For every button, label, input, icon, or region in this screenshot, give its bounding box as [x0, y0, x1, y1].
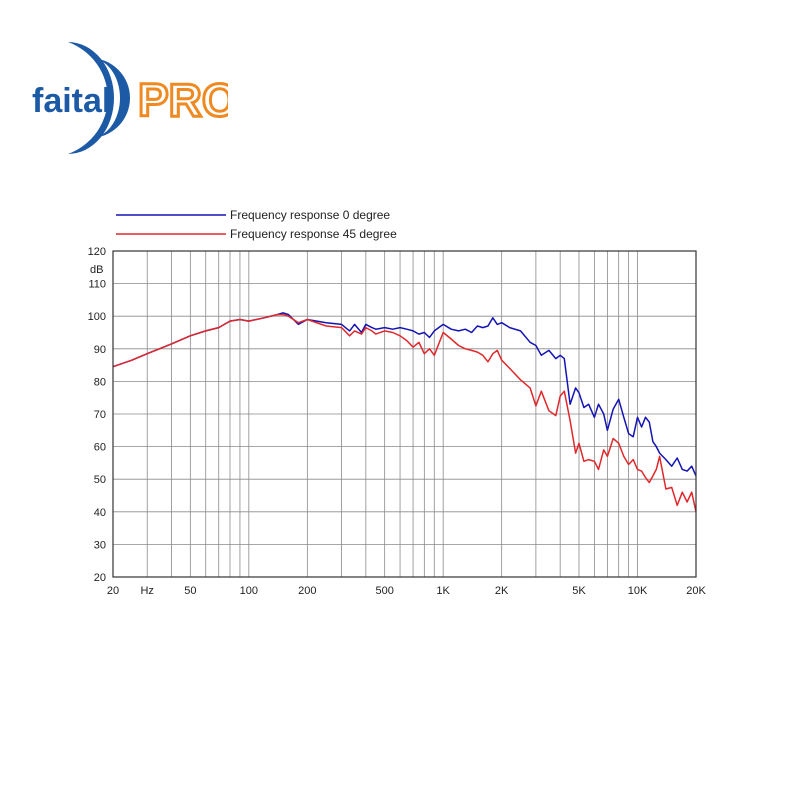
y-tick-label: 110	[88, 279, 106, 291]
legend-label-45-degree: Frequency response 45 degree	[230, 227, 397, 241]
logo-graphic: faital PRO	[32, 42, 239, 154]
chart-legend: Frequency response 0 degree Frequency re…	[116, 208, 397, 241]
y-tick-label: 120	[88, 246, 106, 258]
plot-frame	[112, 250, 697, 578]
logo-text-faital: faital	[32, 82, 111, 120]
x-tick-label: 100	[240, 585, 258, 597]
faital-pro-logo: faital PRO	[28, 36, 239, 160]
logo-arc-inner	[90, 58, 130, 138]
y-tick-label: 70	[94, 409, 106, 421]
x-tick-labels: 20 Hz 50 100 200 500 1K 2K 5K 10K 20K	[107, 585, 707, 597]
y-tick-label: 20	[94, 572, 106, 584]
y-tick-label: 30	[94, 539, 106, 551]
y-tick-labels: 120 110 100 90 80 70 60 50 40 30 20	[88, 246, 106, 584]
y-tick-label: 100	[88, 311, 106, 323]
x-tick-label: 500	[375, 585, 393, 597]
x-tick-label: 20	[107, 585, 119, 597]
y-axis-label: dB	[90, 264, 103, 276]
x-tick-label: 20K	[686, 585, 706, 597]
x-tick-label: 2K	[495, 585, 509, 597]
y-tick-label: 50	[94, 474, 106, 486]
x-tick-label: Hz	[140, 585, 153, 597]
series-lines	[112, 312, 697, 512]
y-tick-label: 60	[94, 442, 106, 454]
y-tick-label: 80	[94, 376, 106, 388]
legend-label-0-degree: Frequency response 0 degree	[230, 208, 390, 222]
x-tick-label: 1K	[436, 585, 450, 597]
logo-arc-outer	[68, 42, 114, 154]
x-tick-label: 200	[298, 585, 316, 597]
y-tick-label: 40	[94, 507, 106, 519]
y-tick-label: 90	[94, 344, 106, 356]
series-line-45-degree	[112, 313, 697, 512]
logo-text-pro: PRO	[138, 74, 228, 126]
x-tick-label: 50	[184, 585, 196, 597]
x-tick-label: 10K	[628, 585, 648, 597]
x-tick-label: 5K	[572, 585, 586, 597]
horizontal-gridlines	[113, 283, 696, 545]
